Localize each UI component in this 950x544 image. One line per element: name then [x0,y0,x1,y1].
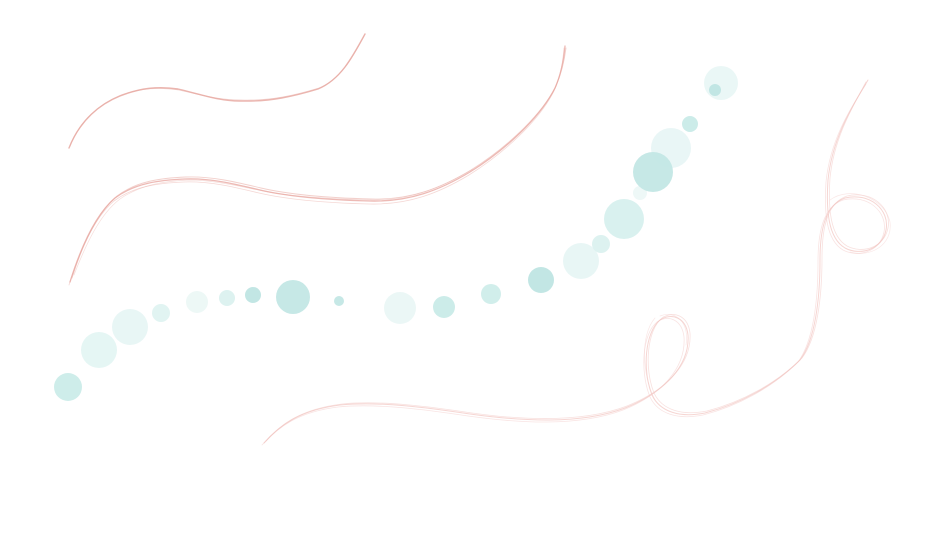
dot [112,309,148,345]
dot [81,332,117,368]
dot [152,304,170,322]
dot [276,280,310,314]
pencil-curve-line [69,35,365,147]
dot [563,243,599,279]
pencil-wave [68,45,567,286]
pencil-curve-line [68,33,366,149]
dot [528,267,554,293]
dot [54,373,82,401]
dot [433,296,455,318]
dot [709,84,721,96]
ribbon-loop-curve [261,79,891,446]
pencil-wave-line [68,47,565,286]
ribbon-line [265,81,889,442]
dot [704,66,738,100]
dot [334,296,344,306]
dot [604,199,644,239]
pencil-wave-line [73,168,474,276]
dot [682,116,698,132]
dot [384,292,416,324]
dot [592,235,610,253]
dot [245,287,261,303]
pencil-wave-line [69,45,566,283]
dot [633,152,673,192]
dot [219,290,235,306]
ribbon-line [261,83,885,446]
dot [186,291,208,313]
ribbon-line [263,79,887,444]
ribbon-line [644,193,891,401]
dot [481,284,501,304]
pencil-wave-line [71,47,567,279]
dot-trail [54,66,738,401]
pencil-curve [68,33,366,149]
